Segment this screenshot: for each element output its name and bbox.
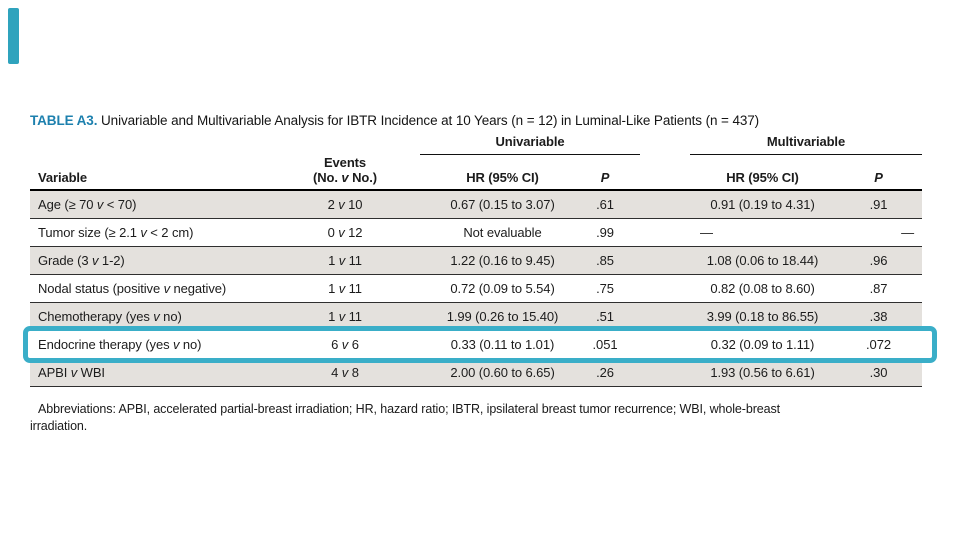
column-header-variable: Variable <box>38 170 88 185</box>
spanner-univariable: Univariable <box>420 134 640 155</box>
table-cell-uni-p: .051 <box>592 336 618 352</box>
slide-accent-bar <box>8 8 19 64</box>
table-cell-uni-p: .26 <box>596 364 614 380</box>
column-header-events-line2: (No. v No.) <box>313 170 377 185</box>
table-cell-uni-p: .99 <box>596 224 614 240</box>
table-row: Chemotherapy (yes v no) 1 v 11 1.99 (0.26 … <box>30 303 922 331</box>
table-row: Nodal status (positive v negative) 1 v 11… <box>30 275 922 303</box>
table-cell-variable: Chemotherapy (yes v no) <box>38 308 182 324</box>
table-cell-uni-hr: 0.72 (0.09 to 5.54) <box>450 280 555 296</box>
table-cell-events: 2 v 10 <box>327 196 363 212</box>
table-cell-multi-p: .072 <box>866 336 891 352</box>
table-cell-events: 0 v 12 <box>327 224 363 240</box>
column-header-spacer <box>640 185 690 189</box>
footnote-line-2: irradiation. <box>30 419 88 433</box>
table-cell-uni-hr: 1.22 (0.16 to 9.45) <box>450 252 555 268</box>
table-cell-variable: Grade (3 v 1-2) <box>38 252 125 268</box>
column-header-events: Events (No. v No.) <box>295 155 420 189</box>
table-row: APBI v WBI 4 v 8 2.00 (0.60 to 6.65) .26 1.9… <box>30 359 922 387</box>
column-header-multi-p: P <box>874 170 883 185</box>
table-cell-multi-p: .30 <box>869 364 888 380</box>
table-cell-variable: Age (≥ 70 v < 70) <box>38 196 137 212</box>
table-cell-uni-p: .61 <box>596 196 614 212</box>
table-cell-uni-p: .75 <box>596 280 614 296</box>
table-cell-events: 6 v 6 <box>331 336 359 352</box>
table-cell-events: 1 v 11 <box>328 280 362 296</box>
table-cell-multi-p: — <box>901 224 914 240</box>
table-body: Age (≥ 70 v < 70) 2 v 10 0.67 (0.15 to 3.0… <box>23 191 937 387</box>
table-title-label: TABLE A3. <box>30 113 98 128</box>
table-title-text: Univariable and Multivariable Analysis f… <box>101 113 760 128</box>
table-cell-uni-p: .85 <box>596 252 614 268</box>
table-cell-uni-hr: 0.67 (0.15 to 3.07) <box>450 196 555 212</box>
table-cell-uni-hr: Not evaluable <box>463 224 542 240</box>
table-cell-events: 1 v 11 <box>328 252 362 268</box>
table-cell-events: 1 v 11 <box>328 308 362 324</box>
table-cell-multi-p: .91 <box>869 196 888 212</box>
table-row: Age (≥ 70 v < 70) 2 v 10 0.67 (0.15 to 3.0… <box>30 191 922 219</box>
table-cell-uni-hr: 0.33 (0.11 to 1.01) <box>450 336 555 352</box>
table-cell-events: 4 v 8 <box>331 364 359 380</box>
table-cell-variable: Endocrine therapy (yes v no) <box>38 336 202 352</box>
table-row: Grade (3 v 1-2) 1 v 11 1.22 (0.16 to 9.45)… <box>30 247 922 275</box>
table-cell-variable: Nodal status (positive v negative) <box>38 280 227 296</box>
table-cell-uni-hr: 2.00 (0.60 to 6.65) <box>450 364 555 380</box>
table-cell-multi-hr: 0.82 (0.08 to 8.60) <box>710 280 815 296</box>
table-cell-multi-hr: 1.93 (0.56 to 6.61) <box>710 364 815 380</box>
column-header-uni-p: P <box>600 170 610 185</box>
table-row: Tumor size (≥ 2.1 v < 2 cm) 0 v 12 Not eva… <box>30 219 922 247</box>
table-cell-uni-hr: 1.99 (0.26 to 15.40) <box>446 308 559 324</box>
highlighted-row: Endocrine therapy (yes v no) 6 v 6 0.33 (0… <box>23 326 937 363</box>
column-header-row: Variable Events (No. v No.) HR (95% CI) … <box>30 154 922 191</box>
table-cell-multi-hr: — <box>700 224 713 240</box>
table-cell-multi-p: .87 <box>869 280 888 296</box>
table-footnote: Abbreviations: APBI, accelerated partial… <box>30 401 922 435</box>
column-header-uni-hr: HR (95% CI) <box>466 170 539 185</box>
table-cell-multi-p: .96 <box>869 252 888 268</box>
table-cell-multi-hr: 1.08 (0.06 to 18.44) <box>706 252 819 268</box>
table-cell-uni-p: .51 <box>596 308 614 324</box>
table-title: TABLE A3. Univariable and Multivariable … <box>30 112 922 130</box>
table-cell-variable: APBI v WBI <box>38 364 105 380</box>
table-cell-multi-hr: 0.32 (0.09 to 1.11) <box>710 336 815 352</box>
table-cell-multi-hr: 0.91 (0.19 to 4.31) <box>710 196 815 212</box>
footnote-line-1: Abbreviations: APBI, accelerated partial… <box>38 402 780 416</box>
spanner-multivariable: Multivariable <box>690 134 922 155</box>
table-cell-multi-p: .38 <box>869 308 888 324</box>
spanner-header-row: Univariable Multivariable <box>30 134 922 155</box>
column-header-multi-hr: HR (95% CI) <box>726 170 799 185</box>
table-cell-multi-hr: 3.99 (0.18 to 86.55) <box>706 308 819 324</box>
table-cell-variable: Tumor size (≥ 2.1 v < 2 cm) <box>38 224 194 240</box>
table-figure: TABLE A3. Univariable and Multivariable … <box>23 112 937 435</box>
column-header-events-line1: Events <box>323 155 367 170</box>
